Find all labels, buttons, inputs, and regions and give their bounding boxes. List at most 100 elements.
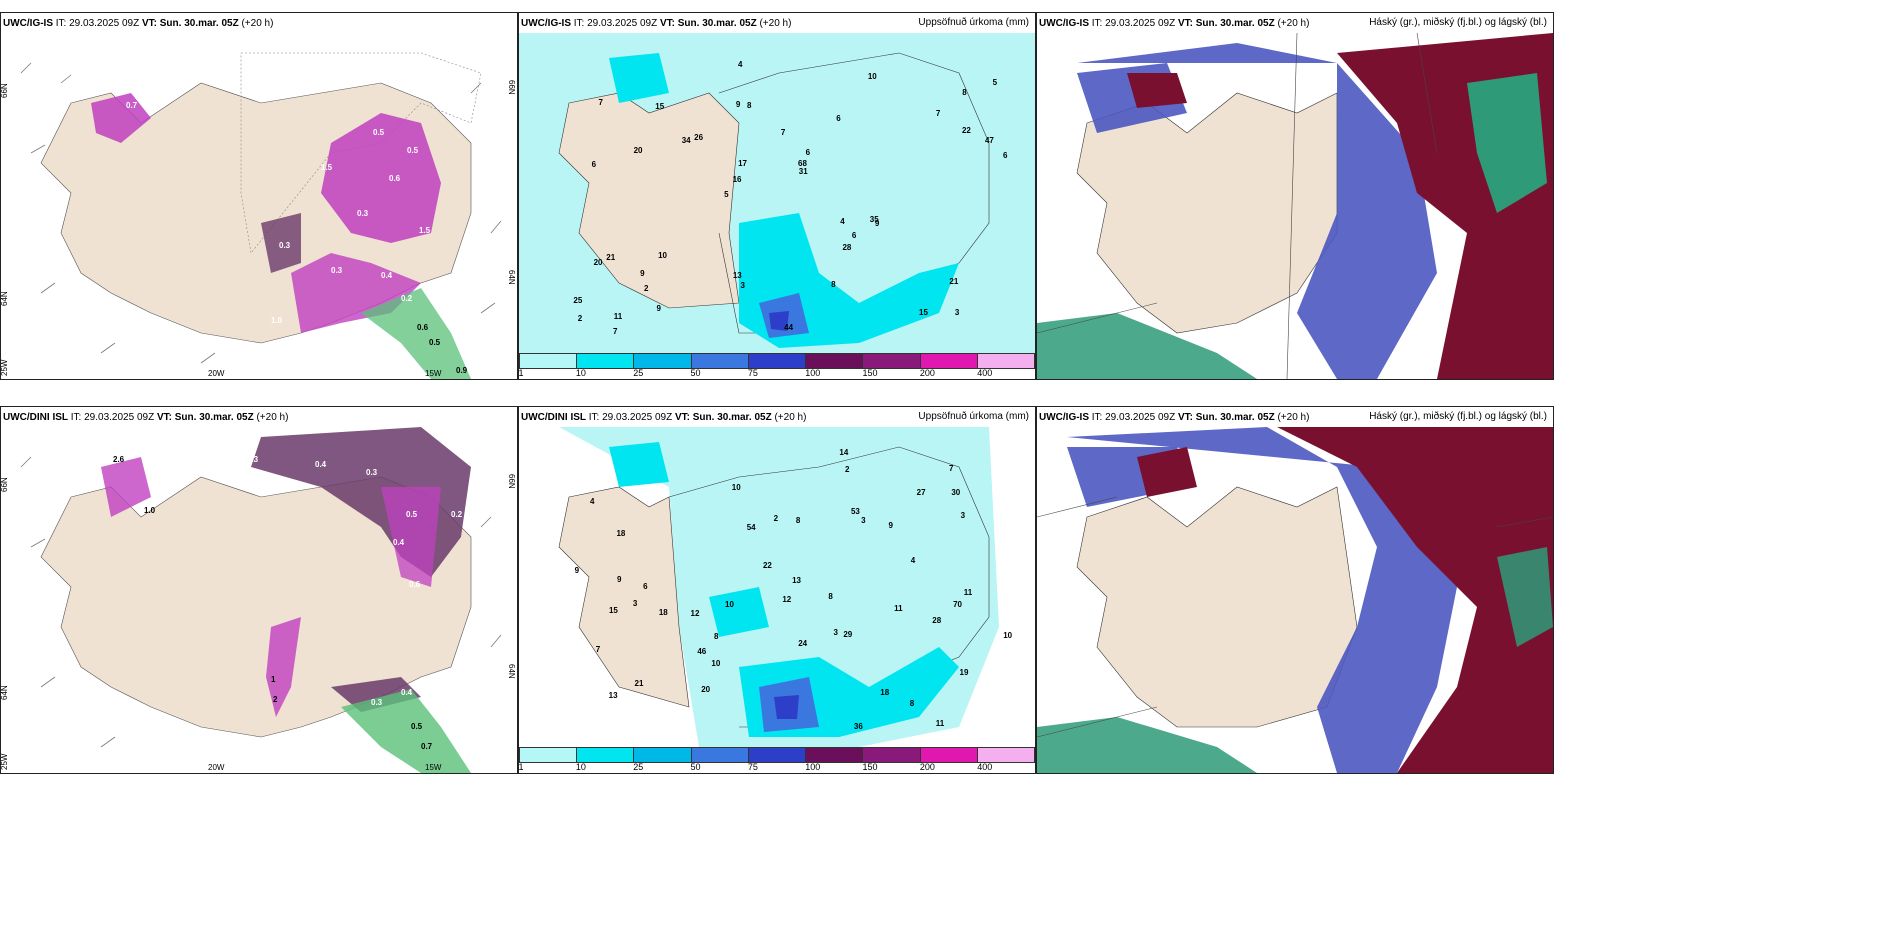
precip-value-label: 6 — [1002, 151, 1008, 160]
valid-time: Sun. 30.mar. 05Z — [174, 411, 254, 423]
precip-value-label: 7 — [780, 127, 786, 137]
precip-value-label: 7 — [949, 464, 954, 474]
contour-label: 0.5 — [407, 146, 419, 155]
map-title: Háský (gr.), miðský (fj.bl.) og lágský (… — [1369, 17, 1547, 28]
panel-header: UWC/IG-IS IT: 29.03.2025 09Z VT: Sun. 30… — [519, 13, 1035, 33]
precip-75mm — [769, 311, 789, 331]
map-snow-wind[interactable]: 2.6 1.0 0.3 0.4 0.3 0.5 0.6 0.2 0.4 1 2 … — [1, 427, 517, 773]
precip-value-label: 9 — [574, 565, 580, 575]
precip-colorbar: 1 10 25 50 75 100 150 200 400 — [519, 353, 1035, 379]
cloud-mid — [1077, 43, 1437, 379]
model-name: UWC/IG-IS — [1039, 411, 1089, 423]
precip-colorbar: 1 10 25 50 75 100 150 200 400 — [519, 747, 1035, 773]
map-clouds[interactable] — [1037, 33, 1553, 379]
precip-value-label: 8 — [831, 279, 836, 289]
contour-label: 0.6 — [417, 323, 429, 332]
precip-value-label: 27 — [916, 488, 926, 498]
cloud-high-green — [1497, 547, 1553, 647]
colorbar-swatch — [577, 354, 635, 368]
precip-value-label: 8 — [828, 591, 833, 601]
precip-north — [609, 442, 669, 487]
precip-value-label: 3 — [861, 515, 866, 525]
precip-value-label: 6 — [643, 582, 648, 592]
precip-value-label: 6 — [805, 148, 811, 158]
precip-value-label: 2 — [773, 513, 779, 523]
colorbar-swatch — [748, 748, 807, 762]
precip-value-label: 15 — [655, 101, 665, 111]
panel-bottom-left: UWC/DINI ISL IT: 29.03.2025 09Z VT: Sun.… — [0, 406, 518, 774]
precip-value-label: 34 — [681, 135, 691, 145]
iceland-land-west — [558, 486, 690, 708]
panel-header: UWC/IG-IS IT: 29.03.2025 09Z VT: Sun. 30… — [1, 13, 517, 33]
precip-value-label: 10 — [711, 658, 721, 668]
colorbar-swatch — [863, 748, 921, 762]
precip-value-label: 16 — [732, 174, 742, 184]
contour-label: 0.3 — [366, 468, 378, 477]
colorbar-swatch — [920, 748, 978, 762]
precip-value-label: 3 — [954, 308, 960, 318]
contour-label: 0.3 — [331, 266, 343, 275]
cloud-low-green — [1037, 313, 1257, 379]
colorbar-tick-label: 400 — [977, 762, 993, 772]
panel-grid-lines — [1037, 496, 1553, 738]
contour-label: 2.6 — [113, 455, 125, 464]
init-time: IT: 29.03.2025 09Z — [588, 411, 673, 423]
cloud-high-green — [1467, 73, 1547, 213]
precip-value-label: 10 — [725, 600, 734, 610]
panel-header: UWC/DINI ISL IT: 29.03.2025 09Z VT: Sun.… — [1, 407, 517, 427]
model-name: UWC/IG-IS — [1039, 17, 1089, 29]
panel-top-left: UWC/IG-IS IT: 29.03.2025 09Z VT: Sun. 30… — [0, 12, 518, 380]
lat-label: 64N — [507, 664, 516, 679]
precip-value-label: 15 — [608, 605, 618, 615]
precip-value-label: 9 — [735, 100, 741, 110]
map-snow-wind[interactable]: 0.7 1.5 0.5 0.6 0.5 0.3 1.5 0.3 0.2 0.6 … — [1, 33, 517, 379]
contour-label: 0.4 — [393, 538, 405, 547]
panel-header: UWC/IG-IS IT: 29.03.2025 09Z VT: Sun. 30… — [1037, 13, 1553, 33]
init-time: IT: 29.03.2025 09Z — [55, 17, 140, 29]
map-precip[interactable]: 11 3 3 4 19 18 21 12 9 2 3 8 10 10 8 7 11 13 9 13 7 8 4 10 11 9 18… — [519, 427, 1035, 747]
lon-label: 25W — [1, 359, 9, 376]
contour-label: 0.6 — [409, 580, 421, 589]
colorbar-swatch — [977, 354, 1034, 368]
valid-label: VT: — [659, 17, 675, 29]
precip-value-label: 4 — [840, 217, 845, 227]
lon-label: 20W — [208, 763, 225, 772]
panel-bottom-right: UWC/IG-IS IT: 29.03.2025 09Z VT: Sun. 30… — [1036, 406, 1554, 774]
valid-time: Sun. 30.mar. 05Z — [159, 17, 239, 29]
colorbar-tick-label: 200 — [919, 762, 935, 772]
colorbar-ticks: 1 10 25 50 75 100 150 200 400 — [519, 761, 1035, 773]
wind-barbs — [20, 62, 502, 364]
colorbar-tick-label: 10 — [575, 368, 586, 378]
precip-value-label: 12 — [690, 608, 700, 618]
lat-label: 66N — [507, 80, 516, 95]
precip-value-label: 8 — [909, 698, 915, 708]
precip-value-label: 68 — [798, 159, 807, 169]
precip-value-label: 8 — [713, 632, 719, 642]
precip-value-label: 4 — [910, 556, 916, 566]
colorbar-swatch — [520, 354, 578, 368]
contour-label: 0.5 — [373, 128, 385, 137]
map-clouds[interactable] — [1037, 427, 1553, 773]
snow-area-nw — [91, 93, 151, 143]
lat-label: 66N — [507, 474, 516, 489]
precip-value-label: 15 — [919, 307, 928, 317]
colorbar-swatch — [920, 354, 978, 368]
precip-value-label: 9 — [617, 575, 622, 585]
precip-sea — [559, 427, 999, 747]
valid-time: Sun. 30.mar. 05Z — [1195, 17, 1275, 29]
precip-value-label: 22 — [961, 126, 971, 136]
precip-north — [609, 53, 669, 103]
colorbar-tick-label: 25 — [633, 762, 644, 772]
precip-value-label: 31 — [798, 167, 808, 176]
map-precip[interactable]: 3 6 8 5 6 11 9 7 21 26 25 2 8 6 9 7 4 6 4 22 16 13 17 15 10 10 15 2… — [519, 33, 1035, 353]
lat-label: 64N — [1, 291, 9, 306]
precip-value-label: 4 — [589, 497, 595, 506]
contour-label: 1.0 — [144, 506, 156, 515]
lon-label: 20W — [208, 369, 225, 378]
colorbar-swatch — [520, 748, 578, 762]
panel-header: UWC/DINI ISL IT: 29.03.2025 09Z VT: Sun.… — [519, 407, 1035, 427]
contour-label: 1.5 — [321, 163, 333, 172]
colorbar-swatch — [806, 748, 864, 762]
colorbar-swatch — [748, 354, 807, 368]
contour-label: 0.5 — [406, 510, 418, 519]
